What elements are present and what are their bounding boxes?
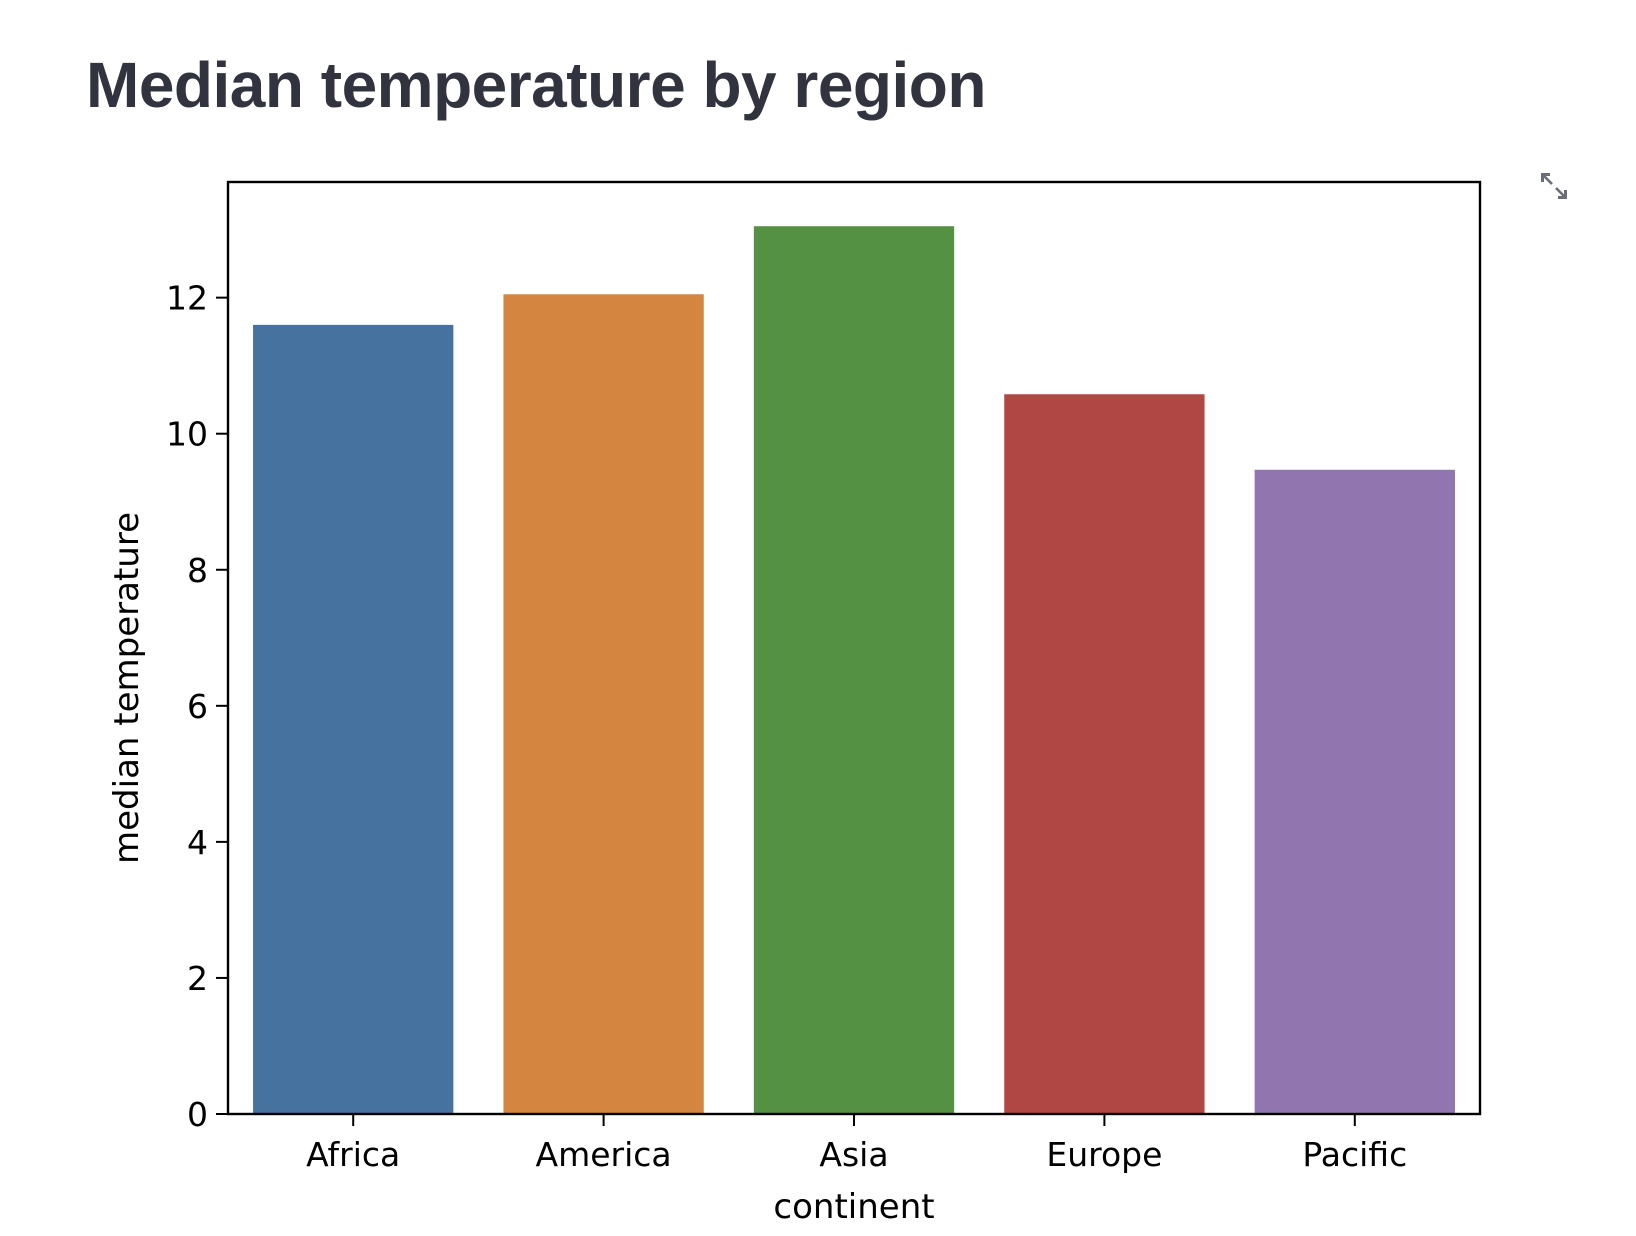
y-axis-label: median temperature — [107, 512, 147, 864]
bar-africa — [253, 324, 454, 1114]
x-axis: Africa America Asia Europe Pacific — [306, 1114, 1407, 1174]
x-tick-label: America — [536, 1135, 672, 1174]
y-tick-label: 10 — [166, 415, 208, 454]
expand-arrows-icon — [1541, 173, 1567, 199]
bar-asia — [753, 226, 955, 1114]
y-axis: 0 2 4 6 8 10 12 — [166, 279, 228, 1134]
y-tick-label: 2 — [187, 959, 208, 998]
y-tick-label: 0 — [187, 1095, 208, 1134]
bars-group — [253, 226, 1455, 1114]
y-tick-label: 12 — [166, 279, 208, 318]
y-tick-label: 8 — [187, 551, 208, 590]
fullscreen-button[interactable] — [1536, 168, 1572, 204]
bar-pacific — [1254, 469, 1455, 1114]
x-tick-label: Pacific — [1302, 1135, 1407, 1174]
y-tick-label: 6 — [187, 687, 208, 726]
x-axis-label: continent — [773, 1187, 934, 1227]
x-tick-label: Europe — [1046, 1135, 1162, 1174]
page-title: Median temperature by region — [86, 49, 986, 121]
bar-america — [503, 294, 704, 1114]
y-tick-label: 4 — [187, 823, 208, 862]
x-tick-label: Asia — [819, 1135, 888, 1174]
x-tick-label: Africa — [306, 1135, 400, 1174]
bar-europe — [1004, 394, 1205, 1114]
